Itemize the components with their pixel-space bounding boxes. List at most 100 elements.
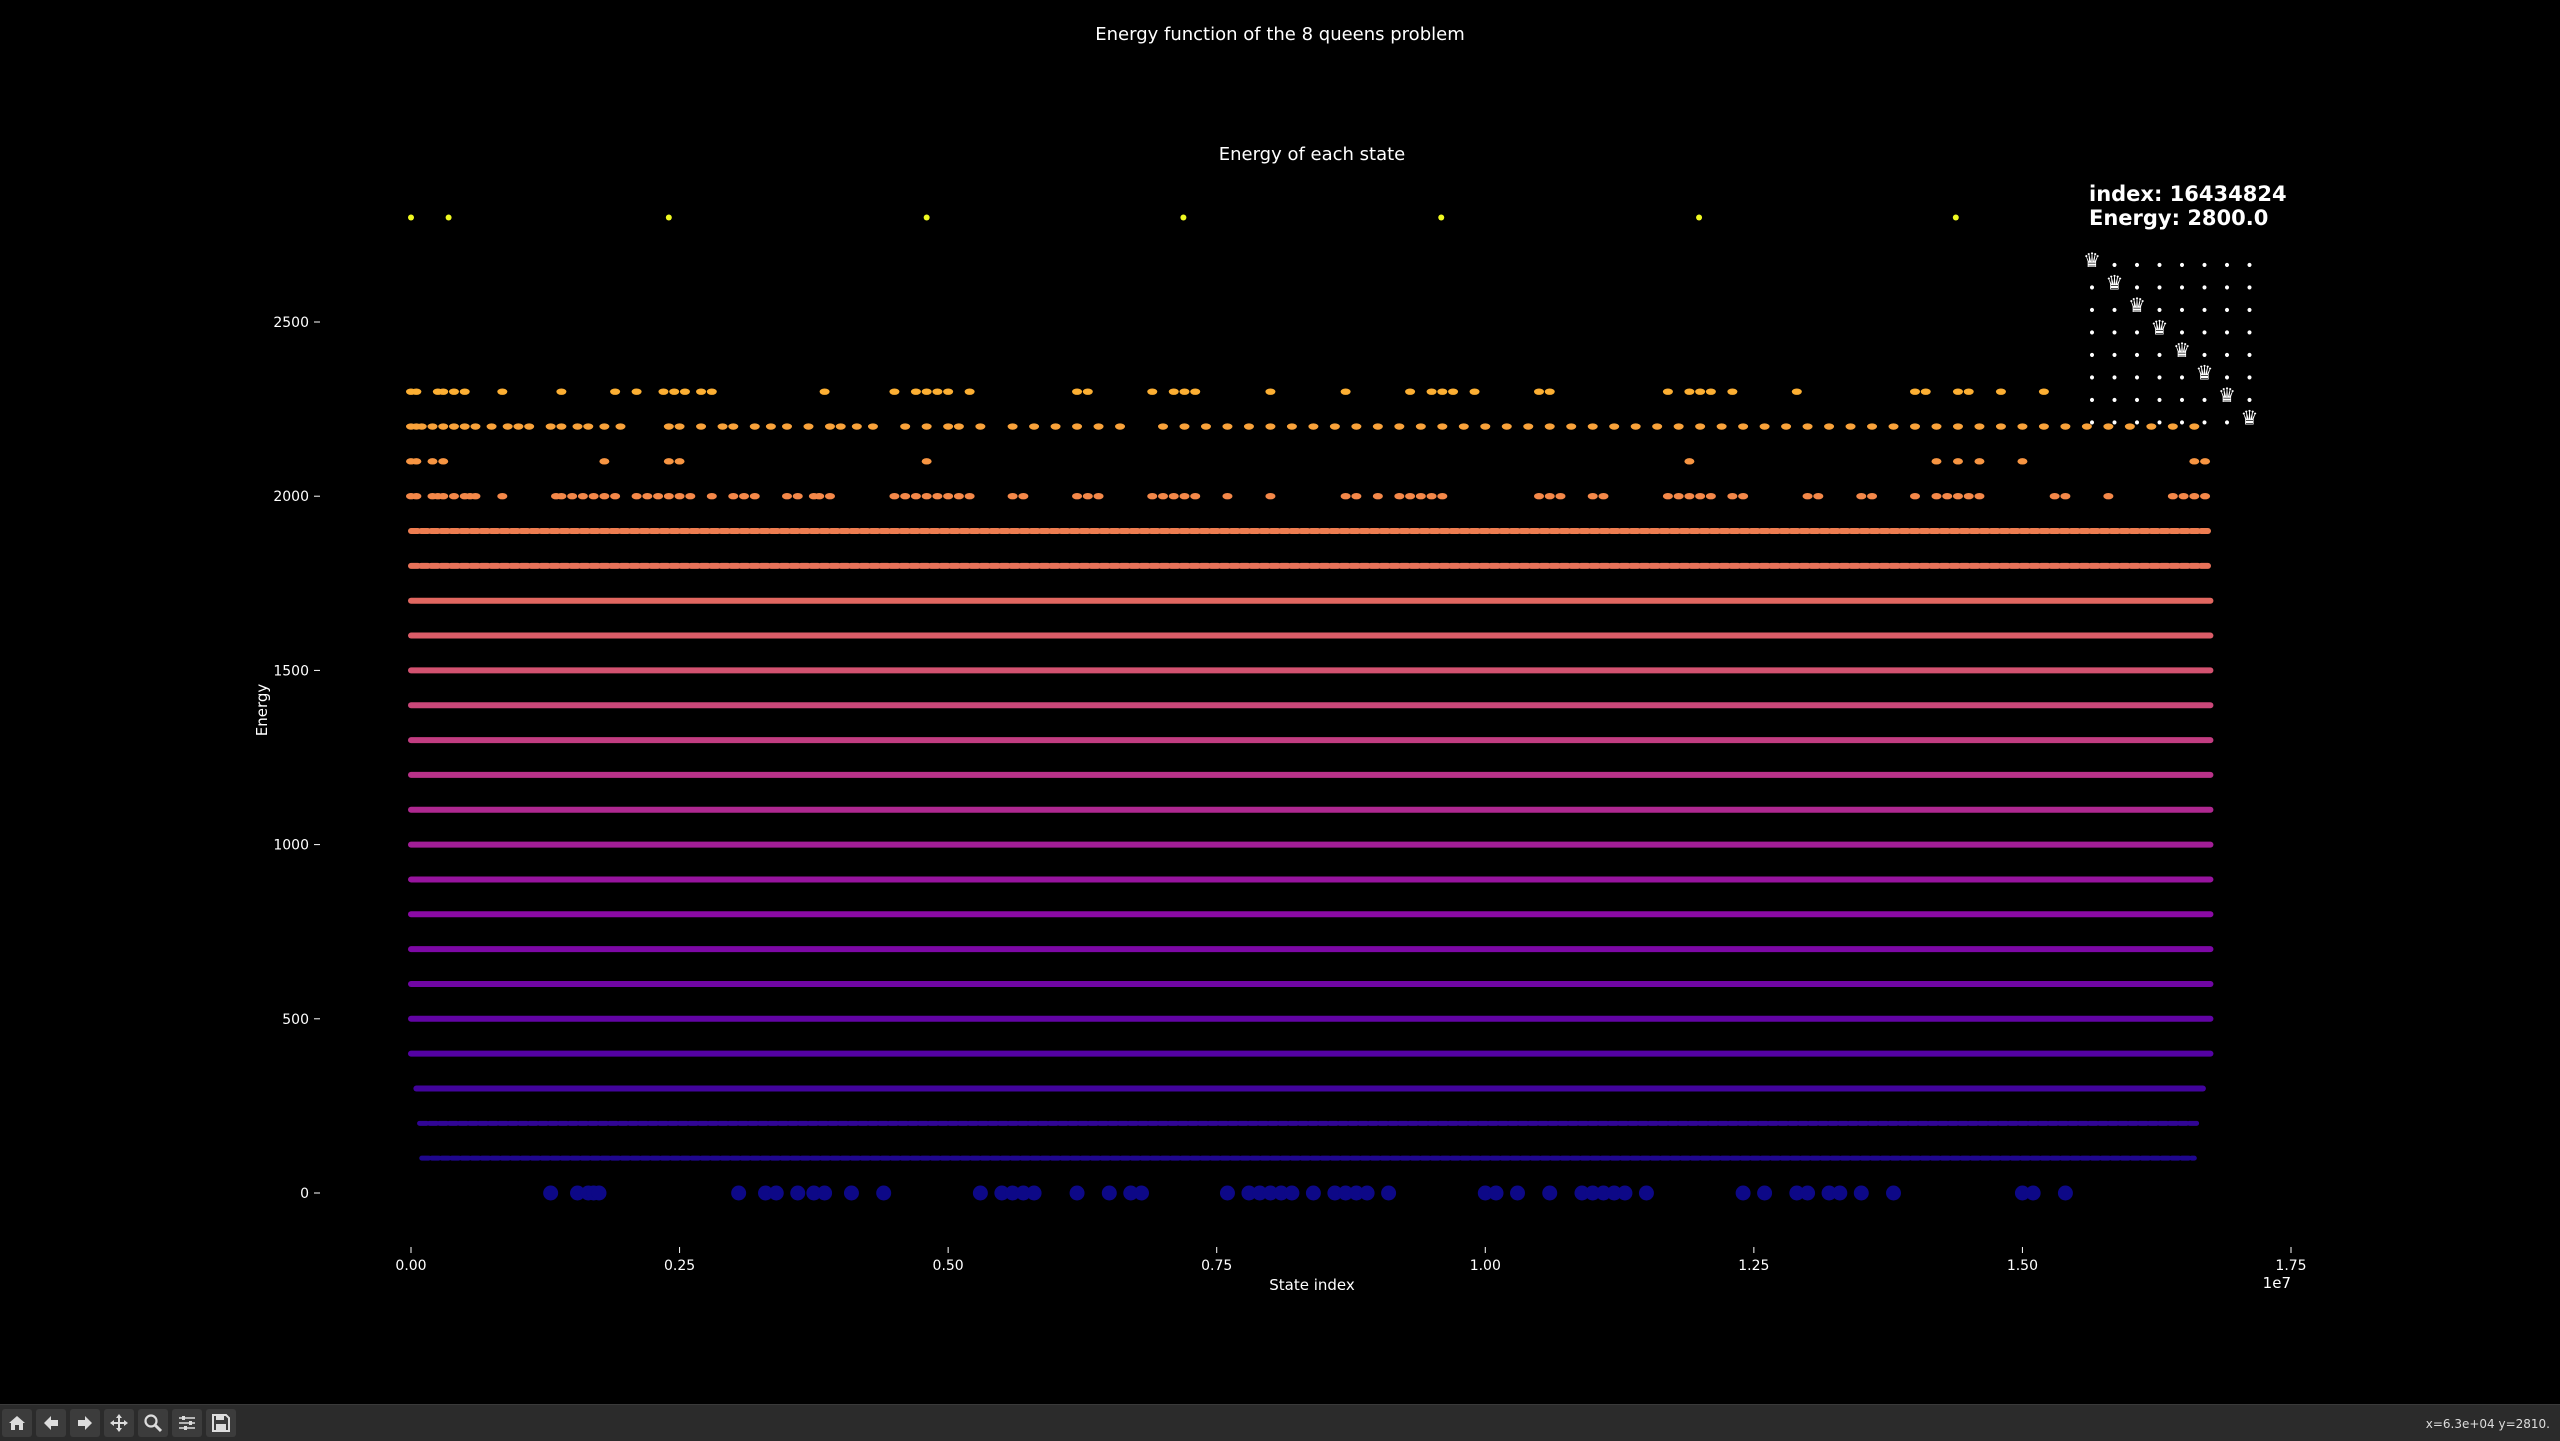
data-point-2200-55 [1437,423,1448,430]
data-point-2000-18 [642,493,653,500]
data-point-2200-33 [943,423,954,430]
data-point-2200-73 [1824,423,1835,430]
data-point-2000-23 [706,493,717,500]
empty-square: • [2133,393,2141,409]
state-index-readout: index: 16434824 [2089,182,2287,206]
data-point-2200-17 [615,423,626,430]
empty-square: • [2088,281,2096,297]
data-point-2200-36 [1007,423,1018,430]
data-point-2000-79 [1952,493,1963,500]
hover-info: index: 16434824 Energy: 2800.0 [2089,182,2287,230]
data-point-2200-63 [1609,423,1620,430]
data-point-2000-31 [824,493,835,500]
data-point-2200-32 [921,423,932,430]
empty-square: • [2110,303,2118,319]
empty-square: • [2223,258,2231,274]
x-tick-label: 0.00 [395,1258,426,1274]
data-point-2100-12 [2017,458,2028,465]
data-point-2800-5 [1438,214,1445,221]
queen-icon: ♛ [2218,383,2236,407]
pan-button[interactable] [104,1409,134,1437]
data-point-2200-19 [674,423,685,430]
data-point-0-9 [806,1185,822,1201]
data-point-2000-5 [448,493,459,500]
data-point-2000-39 [964,493,975,500]
home-button[interactable] [2,1409,32,1437]
data-point-0-1 [570,1185,586,1201]
data-point-2000-30 [814,493,825,500]
data-point-2200-85 [2081,423,2092,430]
data-point-2300-31 [1426,388,1437,395]
data-point-2200-84 [2060,423,2071,430]
data-point-0-13 [972,1185,988,1201]
data-point-0-51 [1886,1185,1902,1201]
data-point-2000-24 [728,493,739,500]
data-point-0-24 [1252,1185,1268,1201]
data-point-2300-26 [1179,388,1190,395]
data-point-0-23 [1241,1185,1257,1201]
data-point-2000-51 [1265,493,1276,500]
save-button[interactable] [206,1409,236,1437]
empty-square: • [2133,258,2141,274]
data-point-2300-44 [1920,388,1931,395]
data-point-2000-32 [889,493,900,500]
data-point-0-4 [591,1185,607,1201]
data-point-2300-4 [448,388,459,395]
data-point-0-12 [876,1185,892,1201]
data-point-2200-67 [1695,423,1706,430]
data-point-2300-10 [658,388,669,395]
empty-square: • [2088,326,2096,342]
empty-square: • [2200,258,2208,274]
data-point-0-43 [1638,1185,1654,1201]
data-point-0-34 [1477,1185,1493,1201]
data-point-2200-2 [416,423,427,430]
data-point-2200-78 [1931,423,1942,430]
forward-button[interactable] [70,1409,100,1437]
back-button[interactable] [36,1409,66,1437]
data-point-2000-61 [1544,493,1555,500]
empty-square: • [2178,258,2186,274]
magnifier-icon [144,1414,163,1433]
data-point-2200-66 [1673,423,1684,430]
zoom-button[interactable] [138,1409,168,1437]
empty-square: • [2223,303,2231,319]
data-point-2200-6 [459,423,470,430]
empty-square: • [2245,348,2253,364]
data-point-2200-88 [2146,423,2157,430]
data-point-2000-69 [1705,493,1716,500]
data-point-2200-70 [1759,423,1770,430]
data-point-2300-18 [921,388,932,395]
scatter-chart[interactable]: 0.00 0.25 0.50 0.75 1.00 1.25 1.50 1.75 0 500 1000… [0,0,2560,1404]
data-point-2300-36 [1544,388,1555,395]
data-point-0-16 [1015,1185,1031,1201]
empty-square: • [2223,348,2231,364]
move-icon [110,1414,128,1432]
empty-square: • [2223,281,2231,297]
data-point-2300-7 [556,388,567,395]
data-point-2200-41 [1115,423,1126,430]
configure-button[interactable] [172,1409,202,1437]
queen-icon: ♛ [2173,338,2191,362]
data-point-2100-6 [674,458,685,465]
data-point-2200-8 [486,423,497,430]
data-point-2200-28 [835,423,846,430]
data-point-2300-46 [1963,388,1974,395]
data-point-2000-37 [943,493,954,500]
data-point-0-32 [1359,1185,1375,1201]
data-point-2000-21 [674,493,685,500]
data-point-0-7 [768,1185,784,1201]
data-point-2100-1 [411,458,422,465]
data-point-2200-31 [900,423,911,430]
data-point-2200-75 [1867,423,1878,430]
data-point-2200-21 [717,423,728,430]
data-point-0-21 [1134,1185,1150,1201]
data-point-2300-14 [706,388,717,395]
empty-square: • [2110,371,2118,387]
data-point-2200-30 [867,423,878,430]
data-point-2200-65 [1652,423,1663,430]
data-point-0-54 [2057,1185,2073,1201]
empty-square: • [2245,371,2253,387]
y-tick-label: 2500 [273,315,309,331]
data-point-2200-20 [696,423,707,430]
data-point-0-53 [2025,1185,2041,1201]
